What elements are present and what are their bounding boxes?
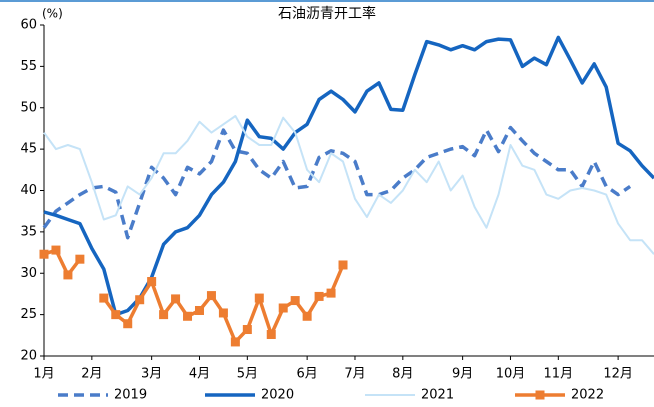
point — [111, 310, 121, 320]
legend-label: 2020 — [261, 388, 294, 403]
x-tick-label: 8月 — [392, 367, 413, 382]
point — [266, 329, 276, 339]
x-tick-label: 12月 — [603, 367, 633, 382]
x-tick-label: 11月 — [544, 367, 574, 382]
point — [242, 325, 252, 335]
legend-label: 2021 — [421, 388, 454, 403]
point — [218, 308, 228, 318]
legend-label: 2022 — [571, 388, 604, 403]
point — [171, 294, 181, 304]
legend-label: 2019 — [114, 388, 147, 403]
series-line — [43, 248, 82, 277]
point — [278, 303, 288, 313]
y-unit: (%) — [42, 7, 63, 21]
point — [338, 260, 348, 270]
point — [183, 311, 193, 321]
point — [51, 245, 61, 255]
y-tick-label: 20 — [20, 349, 37, 364]
point — [302, 311, 312, 321]
x-tick-label: 7月 — [344, 367, 365, 382]
x-tick-label: 1月 — [33, 367, 54, 382]
x-tick-label: 10月 — [496, 367, 526, 382]
y-tick-label: 25 — [20, 307, 37, 322]
point — [99, 293, 109, 303]
point — [314, 291, 324, 301]
point — [194, 305, 204, 315]
chart-title: 石油沥青开工率 — [278, 5, 376, 22]
point — [147, 277, 157, 287]
point — [75, 254, 85, 264]
point — [290, 296, 300, 306]
x-tick-label: 6月 — [296, 367, 317, 382]
point — [159, 310, 169, 320]
x-tick-label: 3月 — [141, 367, 162, 382]
point — [230, 337, 240, 347]
point — [63, 270, 73, 280]
point — [326, 288, 336, 298]
point — [206, 291, 216, 301]
y-tick-label: 55 — [20, 59, 37, 74]
series-line — [42, 125, 632, 240]
x-tick-label: 2月 — [81, 367, 102, 382]
x-tick-label: 9月 — [452, 367, 473, 382]
y-tick-label: 50 — [20, 100, 37, 115]
series-line — [43, 35, 654, 317]
point — [39, 249, 49, 259]
point — [254, 293, 264, 303]
legend-marker — [535, 390, 545, 400]
y-tick-label: 35 — [20, 224, 37, 239]
y-tick-label: 30 — [20, 266, 37, 281]
point — [123, 319, 133, 329]
series-line — [43, 115, 654, 255]
point — [135, 295, 145, 305]
y-tick-label: 45 — [20, 142, 37, 157]
y-tick-label: 40 — [20, 183, 37, 198]
x-tick-label: 4月 — [189, 367, 210, 382]
y-tick-label: 60 — [20, 18, 37, 33]
x-tick-label: 5月 — [237, 367, 258, 382]
